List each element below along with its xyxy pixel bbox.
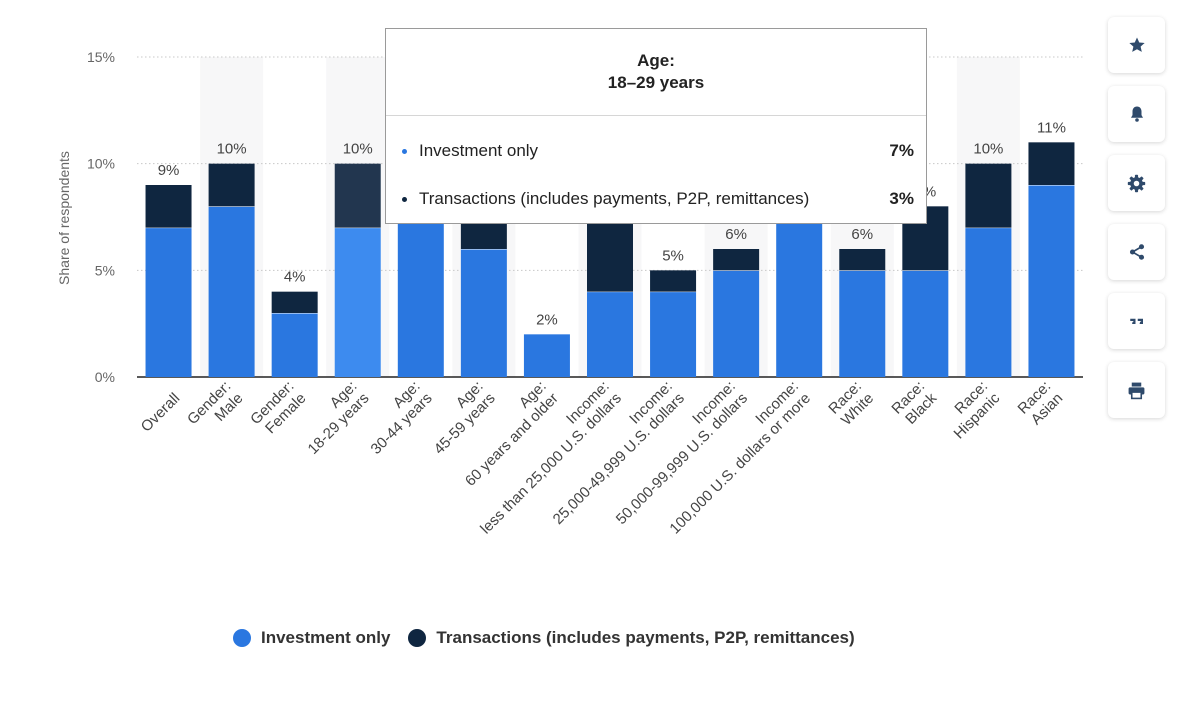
tooltip-row-value: 7% (889, 141, 914, 160)
bar-total-label: 6% (725, 226, 747, 243)
bar-segment-transactions[interactable] (650, 270, 697, 292)
print-icon (1128, 382, 1145, 399)
bar-segment-investment[interactable] (650, 291, 697, 377)
cite-button[interactable] (1108, 293, 1165, 349)
x-tick-label: Race:White (825, 378, 877, 430)
legend-item-transactions[interactable]: Transactions (includes payments, P2P, re… (408, 628, 855, 648)
bar-segment-transactions[interactable] (145, 185, 192, 228)
legend-item-investment[interactable]: Investment only (233, 628, 390, 648)
notification-button[interactable] (1108, 86, 1165, 142)
bell-icon (1130, 106, 1143, 122)
bar-segment-investment[interactable] (902, 270, 949, 377)
bar-segment-transactions[interactable] (965, 163, 1012, 228)
bar-total-label: 9% (158, 162, 180, 179)
tool-sidebar (1108, 17, 1165, 431)
y-tick-label: 15% (87, 49, 115, 65)
legend-label: Investment only (261, 628, 391, 647)
bar-segment-investment[interactable] (839, 270, 886, 377)
bar-total-label: 10% (973, 141, 1003, 158)
y-tick-label: 0% (95, 369, 115, 385)
x-tick-label-text: Race:Asian (1015, 378, 1067, 430)
bar-segment-investment[interactable] (523, 334, 570, 377)
x-tick-label: Race:Black (888, 377, 940, 429)
y-axis-title: Share of respondents (56, 151, 72, 285)
bar-segment-investment[interactable] (397, 206, 444, 377)
chart-legend: Investment only Transactions (includes p… (233, 628, 855, 648)
share-icon (1129, 244, 1144, 260)
bar-segment-investment[interactable] (776, 206, 823, 377)
chart-tooltip: Age: 18–29 years Investment only 7% Tran… (385, 28, 927, 224)
bullet-icon (402, 148, 407, 154)
bar-total-label: 6% (851, 226, 873, 243)
tooltip-row-transactions: Transactions (includes payments, P2P, re… (402, 189, 914, 209)
bar-segment-investment[interactable] (713, 270, 760, 377)
bar-segment-transactions[interactable] (713, 249, 760, 271)
x-tick-label-line: Overall (138, 390, 184, 436)
bar-total-label: 5% (662, 247, 684, 264)
bar-segment-investment[interactable] (1028, 185, 1075, 377)
x-tick-label-text: Race:White (825, 378, 877, 430)
bar-segment-transactions[interactable] (208, 163, 255, 207)
bar-segment-investment[interactable] (334, 227, 381, 377)
tooltip-row-investment: Investment only 7% (402, 141, 914, 161)
x-tick-label: Gender:Female (247, 378, 309, 440)
x-tick-label: Gender:Male (184, 378, 246, 440)
bar-total-label: 10% (343, 141, 373, 158)
x-tick-label: Race:Asian (1015, 378, 1067, 430)
share-button[interactable] (1108, 224, 1165, 280)
bar-segment-transactions[interactable] (1028, 142, 1075, 185)
bar-total-label: 10% (217, 141, 247, 158)
x-tick-label-text: Gender:Female (247, 378, 309, 440)
bar-segment-transactions[interactable] (271, 291, 318, 313)
x-tick-label: Overall (138, 390, 184, 436)
x-tick-label-text: Gender:Male (184, 378, 246, 440)
quote-icon (1129, 318, 1143, 324)
bar-total-label: 11% (1037, 119, 1066, 136)
x-tick-label-text: Age:18-29 years (293, 378, 373, 458)
x-tick-label-text: Race:Black (888, 377, 940, 429)
tooltip-row-label: Investment only (419, 141, 539, 160)
star-icon (1128, 37, 1145, 52)
bar-total-label: 2% (536, 311, 558, 328)
x-tick-label-text: Race:Hispanic (939, 377, 1004, 442)
legend-swatch (233, 629, 251, 647)
y-tick-label: 5% (95, 262, 115, 278)
x-tick-label: Age:30-44 years (356, 378, 436, 458)
settings-button[interactable] (1108, 155, 1165, 211)
bar-segment-investment[interactable] (208, 206, 255, 377)
favorite-button[interactable] (1108, 17, 1165, 73)
bar-segment-investment[interactable] (460, 249, 507, 377)
x-tick-label: Age:18-29 years (293, 378, 373, 458)
bar-segment-investment[interactable] (271, 313, 318, 377)
legend-swatch (408, 629, 427, 647)
x-tick-label-text: Age:45-59 years (419, 378, 499, 458)
y-tick-label: 10% (87, 156, 115, 172)
tooltip-title-line2: 18–29 years (607, 73, 705, 92)
bar-total-label: 4% (284, 269, 306, 286)
x-tick-label-text: Age:30-44 years (356, 378, 436, 458)
legend-label: Transactions (includes payments, P2P, re… (436, 628, 855, 647)
bar-segment-investment[interactable] (965, 227, 1012, 377)
bar-segment-transactions[interactable] (839, 249, 886, 271)
x-tick-label-text: Overall (138, 390, 184, 436)
x-tick-label: Age:45-59 years (419, 378, 499, 458)
bar-segment-transactions[interactable] (334, 163, 381, 228)
print-button[interactable] (1108, 362, 1165, 418)
tooltip-title-line1: Age: (637, 51, 675, 70)
tooltip-row-value: 3% (889, 189, 914, 208)
bullet-icon (402, 196, 407, 202)
bar-segment-investment[interactable] (145, 227, 192, 377)
tooltip-row-label: Transactions (includes payments, P2P, re… (419, 189, 810, 208)
tooltip-title: Age: 18–29 years (386, 29, 926, 116)
x-tick-label: Race:Hispanic (939, 377, 1004, 443)
gear-icon (1127, 174, 1146, 192)
bar-segment-investment[interactable] (587, 291, 633, 377)
